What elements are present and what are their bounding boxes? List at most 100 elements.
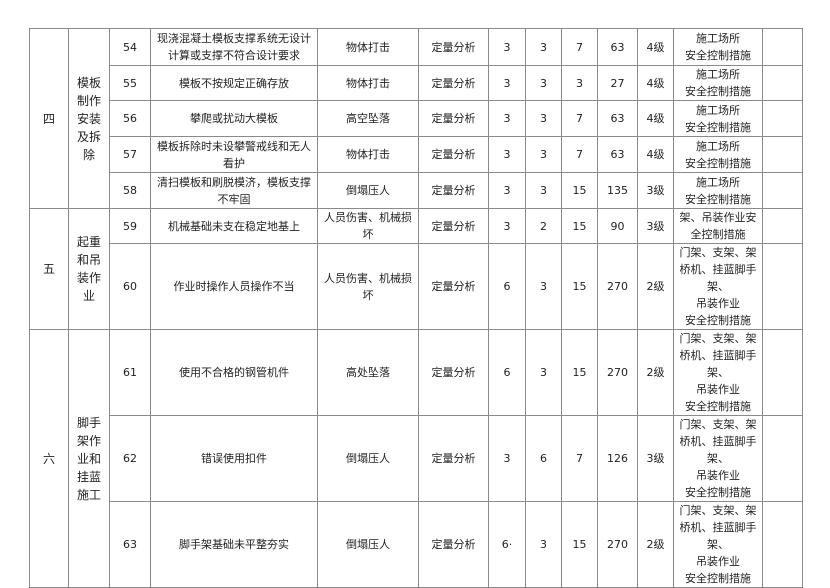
score-c-text: 7 (576, 148, 583, 161)
score-e-text: 3 (540, 40, 547, 54)
note-cell (762, 329, 803, 416)
accident-type-text: 倒塌压人 (346, 184, 390, 197)
table-row: 62 错误使用扣件 倒塌压人 定量分析 3 6 7 126 3级 门架、支架、架桥机、挂蓝脚手架、… (30, 415, 803, 502)
score-l: 6 (488, 329, 526, 416)
note-cell (762, 208, 803, 244)
row-number-text: 60 (123, 280, 137, 293)
row-number-text: 56 (123, 112, 137, 125)
accident-type-text: 倒塌压人 (346, 452, 390, 465)
hazard-cell: 脚手架基础未平整夯实 (150, 501, 318, 588)
score-d-text: 63 (610, 40, 625, 54)
analysis-method: 定量分析 (418, 136, 489, 173)
hazard-cell: 模板不按规定正确存放 (150, 65, 318, 101)
score-l: 3 (488, 65, 526, 101)
accident-type: 物体打击 (317, 65, 419, 101)
analysis-method: 定量分析 (418, 100, 489, 137)
risk-level-text: 2级 (646, 280, 665, 293)
control-measures-text: 门架、支架、架桥机、挂蓝脚手架、 吊装作业 安全控制措施 (679, 332, 757, 413)
table-row: 57 模板拆除时未设攀警戒线和无人看护 物体打击 定量分析 3 3 7 63 4级 施工场所 安全… (30, 136, 803, 173)
group-name: 脚手架作业和挂蓝施工 (68, 329, 110, 588)
score-c-text: 15 (572, 280, 587, 293)
hazard-cell: 清扫模板和刷脱模济，模板支撑不牢固 (150, 172, 318, 209)
row-number: 57 (109, 136, 151, 173)
hazard-cell-text: 模板不按规定正确存放 (179, 76, 289, 90)
score-l: 3 (488, 28, 526, 66)
accident-type: 人员伤害、机械损坏 (317, 243, 419, 330)
score-e: 3 (525, 501, 562, 588)
score-d: 63 (597, 28, 638, 66)
risk-level-text: 3级 (646, 452, 665, 465)
accident-type-text: 物体打击 (346, 148, 390, 161)
row-number: 62 (109, 415, 151, 502)
score-c: 15 (561, 243, 598, 330)
control-measures-text: 门架、支架、架桥机、挂蓝脚手架、 吊装作业 安全控制措施 (679, 418, 757, 499)
risk-level: 4级 (637, 100, 674, 137)
row-number: 55 (109, 65, 151, 101)
score-l-text: 3 (503, 219, 511, 233)
analysis-method-text: 定量分析 (431, 538, 476, 551)
score-d-text: 126 (607, 452, 628, 465)
control-measures: 门架、支架、架桥机、挂蓝脚手架、 吊装作业 安全控制措施 (673, 415, 763, 502)
table-row: 58 清扫模板和刷脱模济，模板支撑不牢固 倒塌压人 定量分析 3 3 15 135 3级 施工场所… (30, 172, 803, 209)
score-c-text: 15 (572, 219, 587, 233)
score-c-text: 7 (576, 452, 583, 465)
analysis-method-text: 定量分析 (431, 219, 476, 233)
score-c: 7 (561, 415, 598, 502)
score-l: 3 (488, 415, 526, 502)
score-e-text: 3 (540, 280, 547, 293)
hazard-cell-text: 清扫模板和刷脱模济，模板支撑不牢固 (157, 175, 311, 206)
control-measures: 架、吊装作业安全控制措施 (673, 208, 763, 244)
risk-level: 2级 (637, 329, 674, 416)
score-l: 3 (488, 208, 526, 244)
score-l: 3 (488, 100, 526, 137)
note-cell (762, 172, 803, 209)
risk-level-text: 2级 (646, 538, 665, 551)
risk-level-text: 4级 (646, 76, 665, 90)
note-cell (762, 65, 803, 101)
score-d: 270 (597, 243, 638, 330)
score-d-text: 270 (607, 280, 628, 293)
score-e: 3 (525, 28, 562, 66)
score-d-text: 135 (607, 184, 628, 197)
analysis-method: 定量分析 (418, 172, 489, 209)
risk-level-text: 3级 (646, 219, 665, 233)
row-number: 54 (109, 28, 151, 66)
hazard-cell: 使用不合格的钢管机件 (150, 329, 318, 416)
row-number-text: 58 (123, 184, 137, 197)
table-row: 63 脚手架基础未平整夯实 倒塌压人 定量分析 6· 3 15 270 2级 门架、支架、架桥机、… (30, 501, 803, 588)
control-measures: 门架、支架、架桥机、挂蓝脚手架、 吊装作业 安全控制措施 (673, 329, 763, 416)
row-number: 61 (109, 329, 151, 416)
score-d: 135 (597, 172, 638, 209)
note-cell (762, 243, 803, 330)
accident-type: 物体打击 (317, 136, 419, 173)
control-measures-text: 施工场所 安全控制措施 (685, 103, 751, 134)
score-l-text: 3 (503, 148, 511, 161)
score-e-text: 3 (540, 366, 547, 379)
hazard-cell: 攀爬或扰动大模板 (150, 100, 318, 137)
risk-level-text: 4级 (646, 40, 665, 54)
note-cell (762, 415, 803, 502)
risk-level-text: 2级 (646, 366, 665, 379)
control-measures-text: 门架、支架、架桥机、挂蓝脚手架、 吊装作业 安全控制措施 (679, 504, 757, 585)
score-c: 7 (561, 28, 598, 66)
group-name-text: 起重和吊装作业 (76, 235, 101, 303)
control-measures: 施工场所 安全控制措施 (673, 65, 763, 101)
risk-level: 2级 (637, 501, 674, 588)
accident-type-text: 高处坠落 (346, 366, 390, 379)
group-index: 六 (29, 329, 69, 588)
risk-level-text: 4级 (646, 148, 665, 161)
analysis-method-text: 定量分析 (431, 40, 476, 54)
score-c-text: 7 (576, 112, 583, 125)
accident-type-text: 人员伤害、机械损坏 (324, 271, 412, 302)
score-d: 90 (597, 208, 638, 244)
note-cell (762, 501, 803, 588)
score-l: 6· (488, 501, 526, 588)
control-measures-text: 施工场所 安全控制措施 (685, 68, 751, 98)
score-l-text: 3 (503, 184, 511, 197)
score-l: 3 (488, 136, 526, 173)
analysis-method-text: 定量分析 (431, 148, 476, 161)
table-row: 55 模板不按规定正确存放 物体打击 定量分析 3 3 3 27 4级 施工场所 安全控制措施 (30, 65, 803, 101)
score-e-text: 3 (540, 112, 547, 125)
group-name-text: 模板制作安装及拆除 (76, 75, 101, 162)
score-e-text: 3 (540, 76, 547, 90)
